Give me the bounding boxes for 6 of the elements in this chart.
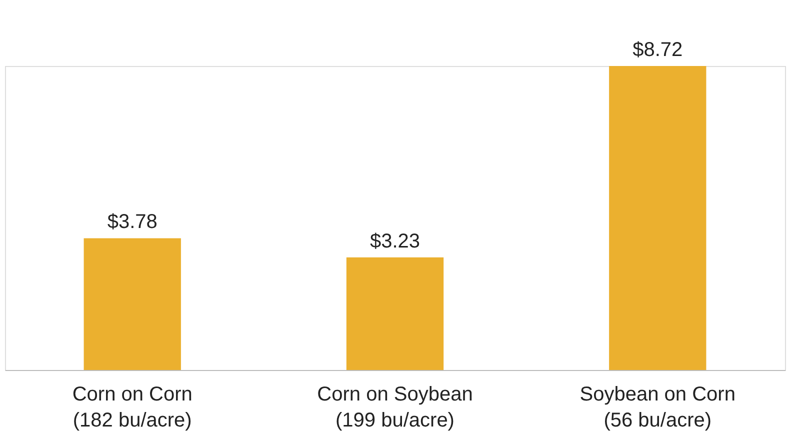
data-label: $3.78 [107, 211, 158, 234]
x-tick-label: Corn on Corn (182 bu/acre) [72, 384, 192, 432]
data-label: $3.23 [370, 230, 420, 252]
x-tick-label: Corn on Soybean (199 bu/acre) [317, 384, 473, 432]
data-label: $8.72 [632, 39, 683, 61]
x-tick-label: Soybean on Corn (56 bu/acre) [580, 384, 736, 432]
